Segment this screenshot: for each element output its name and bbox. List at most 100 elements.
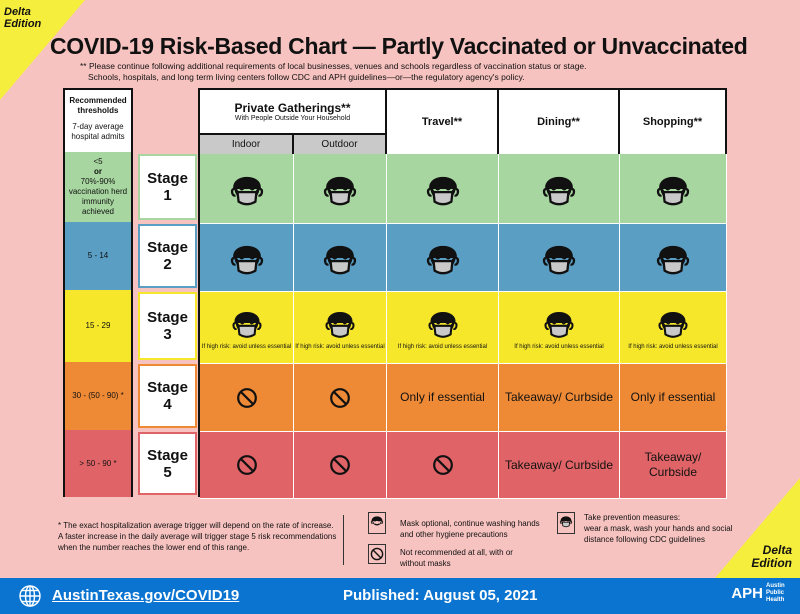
globe-icon [19, 585, 41, 607]
masked-face-icon [323, 245, 357, 274]
legend-prevention-title: Take prevention measures: [584, 513, 681, 522]
masked-face-icon [426, 176, 459, 205]
prohibited-icon [330, 387, 350, 408]
masked-face-icon [542, 245, 576, 274]
stage-word: Stage [147, 239, 188, 256]
risk-text: Takeaway/ Curbside [644, 450, 702, 479]
header-private-sub: With People Outside Your Household [234, 115, 351, 122]
stage-label: Stage 5 [138, 432, 197, 495]
risk-cell [499, 154, 620, 224]
threshold-band: 5 - 14 [65, 222, 131, 290]
edition-corner [0, 0, 85, 100]
threshold-value: 30 - (50 - 90) * [72, 391, 124, 400]
threshold-value: 5 - 14 [87, 251, 109, 260]
stage-label: Stage 2 [138, 224, 197, 288]
risk-text: Only if essential [630, 390, 716, 404]
risk-cell [200, 224, 294, 292]
stage-label: Stage 4 [138, 364, 197, 428]
notes: ** Please continue following additional … [80, 61, 587, 83]
prohibited-icon [330, 455, 350, 475]
header-travel: Travel** [387, 90, 499, 154]
risk-cell [294, 154, 387, 224]
stage-number: 3 [163, 326, 172, 343]
risk-text: Only if essential [400, 390, 485, 404]
footnote: * The exact hospitalization average trig… [58, 521, 337, 552]
risk-grid: Private Gatherings** With People Outside … [198, 88, 727, 499]
edition-line: Edition [4, 18, 42, 30]
risk-cell [387, 224, 499, 292]
stage-word: Stage [147, 379, 188, 396]
masked-face-box [557, 512, 575, 534]
note-line: ** Please continue following additional … [80, 61, 587, 71]
header-shopping: Shopping** [642, 116, 703, 128]
threshold-value: <5 [93, 157, 103, 166]
edition-label-bottom: Delta Edition [751, 544, 792, 570]
risk-cell [387, 154, 499, 224]
risk-cell [499, 224, 620, 292]
threshold-or: or [94, 167, 102, 176]
footer: AustinTexas.gov/COVID19 Published: Augus… [0, 578, 800, 614]
masked-face-icon [231, 311, 262, 338]
risk-cell [620, 154, 727, 224]
stage-number: 5 [163, 463, 172, 481]
risk-cell: If high risk: avoid unless essential [200, 292, 294, 364]
website-link[interactable]: AustinTexas.gov/COVID19 [52, 587, 240, 604]
no-box [368, 544, 386, 564]
risk-note: If high risk: avoid unless essential [514, 344, 604, 350]
logo-mark: APH [731, 585, 763, 602]
risk-cell: If high risk: avoid unless essential [499, 292, 620, 364]
edition-line: Delta [762, 543, 792, 557]
edition-line: Delta [4, 6, 31, 18]
legend-prevention: wear a mask, wash your hands and social … [584, 524, 733, 544]
thresholds-sub: 7-day average hospital admits [71, 122, 125, 141]
prohibited-icon [370, 547, 384, 561]
edition-line: Edition [751, 556, 792, 570]
threshold-band: 30 - (50 - 90) * [65, 362, 131, 430]
threshold-band: <5 or 70%-90% vaccination herd immunity ac… [65, 152, 131, 222]
risk-note: If high risk: avoid unless essential [201, 344, 292, 350]
risk-cell: Only if essential [620, 364, 727, 432]
risk-cell: If high risk: avoid unless essential [620, 292, 727, 364]
threshold-value: 15 - 29 [85, 321, 111, 330]
prohibited-icon [236, 387, 257, 408]
masked-face-icon [656, 176, 690, 205]
stage-word: Stage [147, 170, 188, 187]
stage-number: 1 [163, 187, 172, 204]
risk-cell [294, 224, 387, 292]
edition-corner [715, 478, 800, 578]
masked-face-icon [230, 176, 263, 205]
risk-cell [200, 364, 294, 432]
risk-cell: Only if essential [387, 364, 499, 432]
risk-note: If high risk: avoid unless essential [628, 344, 718, 350]
page-title: COVID-19 Risk-Based Chart — Partly Vacci… [50, 33, 748, 59]
prohibited-icon [236, 455, 257, 475]
divider [343, 515, 344, 565]
masked-face-icon [426, 245, 459, 274]
risk-cell: If high risk: avoid unless essential [387, 292, 499, 364]
stage-number: 2 [163, 256, 172, 273]
risk-cell: Takeaway/ Curbside [499, 432, 620, 499]
logo-text: Austin Public Health [766, 583, 785, 603]
header-outdoor: Outdoor [294, 135, 387, 154]
masked-face-icon [559, 516, 573, 528]
stage-number: 4 [163, 396, 172, 413]
stage-word: Stage [147, 446, 188, 464]
face-box [368, 512, 386, 534]
legend-not-recommended: Not recommended at all, with or without … [400, 548, 513, 568]
face-icon [370, 516, 384, 526]
risk-cell [200, 154, 294, 224]
header-private: Private Gatherings** [234, 101, 351, 115]
stage-label: Stage 1 [138, 154, 197, 220]
masked-face-icon [544, 311, 574, 338]
edition-label-top: Delta Edition [4, 6, 41, 30]
masked-face-icon [230, 245, 263, 274]
masked-face-icon [656, 245, 690, 274]
risk-cell: If high risk: avoid unless essential [294, 292, 387, 364]
prohibited-icon [432, 455, 453, 475]
published-date: Published: August 05, 2021 [343, 587, 538, 604]
thresholds-title: Recommended thresholds [69, 96, 127, 115]
masked-face-icon [325, 311, 355, 338]
header-indoor: Indoor [200, 135, 294, 154]
risk-cell: Takeaway/ Curbside [620, 432, 727, 499]
masked-face-icon [658, 311, 688, 338]
